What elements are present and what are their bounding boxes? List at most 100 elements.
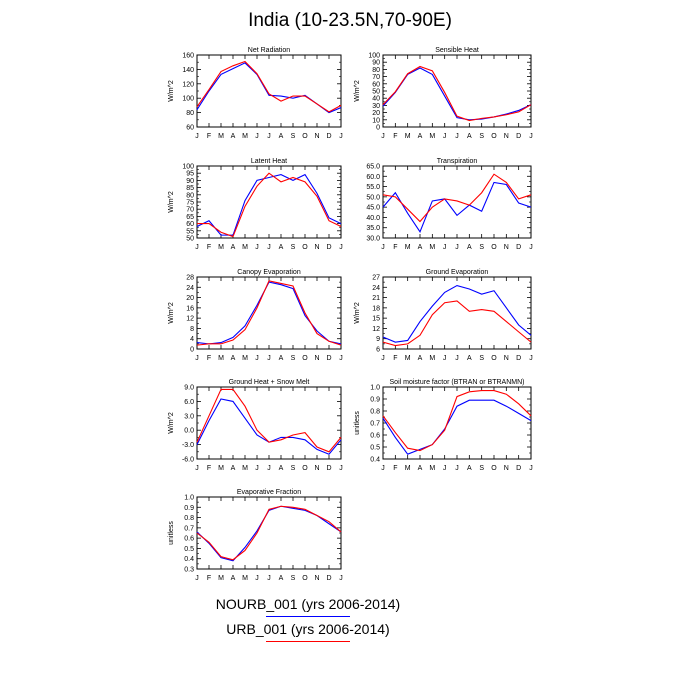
y-tick-label: 0.5 <box>370 445 380 452</box>
y-axis-label: W/m^2 <box>354 302 361 324</box>
series-line-nourb <box>196 173 342 236</box>
x-tick-label: O <box>491 465 497 472</box>
y-tick-label: 3.0 <box>184 413 194 420</box>
x-tick-label: S <box>291 133 296 140</box>
y-tick-label: 55 <box>186 228 194 235</box>
x-tick-label: M <box>218 244 224 251</box>
x-tick-label: A <box>279 133 284 140</box>
y-axis-label: unitless <box>168 521 175 545</box>
x-tick-label: F <box>207 575 211 582</box>
y-tick-label: 100 <box>182 164 194 171</box>
y-tick-label: 75 <box>186 200 194 207</box>
y-tick-label: 6 <box>376 347 380 354</box>
series-line-nourb <box>382 67 532 121</box>
x-tick-label: J <box>339 244 343 251</box>
x-tick-label: J <box>455 355 459 362</box>
x-tick-label: F <box>393 244 397 251</box>
y-axis-label: unitless <box>354 411 361 435</box>
y-tick-label: 40 <box>372 96 380 103</box>
x-tick-label: A <box>231 355 236 362</box>
x-tick-label: F <box>393 465 397 472</box>
x-tick-label: A <box>467 244 472 251</box>
y-tick-label: 70 <box>186 207 194 214</box>
x-tick-label: S <box>291 244 296 251</box>
y-tick-label: 60 <box>186 221 194 228</box>
series-line-urb <box>382 390 532 452</box>
y-tick-label: 50.0 <box>366 194 380 201</box>
panel-frame <box>382 165 532 239</box>
x-tick-label: M <box>405 355 411 362</box>
panel-title: Ground Heat + Snow Melt <box>229 379 310 386</box>
x-tick-label: A <box>231 465 236 472</box>
x-tick-label: A <box>418 355 423 362</box>
x-tick-label: M <box>242 575 248 582</box>
x-tick-label: O <box>302 575 308 582</box>
x-tick-label: A <box>279 465 284 472</box>
x-tick-label: J <box>195 244 199 251</box>
x-tick-label: J <box>195 575 199 582</box>
panel-frame <box>382 276 532 350</box>
x-tick-label: D <box>516 244 521 251</box>
x-tick-label: N <box>314 355 319 362</box>
x-tick-label: J <box>267 355 271 362</box>
legend-line-urb <box>266 641 350 642</box>
x-tick-label: N <box>504 133 509 140</box>
y-tick-label: 0.8 <box>184 515 194 522</box>
x-tick-label: D <box>326 355 331 362</box>
panel-title: Ground Evaporation <box>426 269 489 276</box>
x-tick-label: N <box>314 244 319 251</box>
x-tick-label: O <box>302 355 308 362</box>
series-line-nourb <box>382 284 532 343</box>
y-tick-label: 90 <box>186 178 194 185</box>
panel-title: Soil moisture factor (BTRAN or BTRANMN) <box>390 379 525 386</box>
x-tick-label: S <box>479 133 484 140</box>
x-tick-label: O <box>302 133 308 140</box>
y-tick-label: 70 <box>372 74 380 81</box>
y-tick-label: 0 <box>376 125 380 132</box>
y-tick-label: 30.0 <box>366 236 380 243</box>
series-line-urb <box>382 173 532 223</box>
x-tick-label: A <box>418 244 423 251</box>
y-tick-label: 80 <box>372 67 380 74</box>
y-tick-label: 28 <box>186 275 194 282</box>
series-line-urb <box>197 172 342 238</box>
y-tick-label: 0.4 <box>184 556 194 563</box>
x-tick-label: J <box>381 465 385 472</box>
x-tick-label: J <box>255 575 259 582</box>
x-tick-label: A <box>467 355 472 362</box>
x-tick-label: M <box>242 133 248 140</box>
x-tick-label: N <box>504 355 509 362</box>
x-tick-label: N <box>314 575 319 582</box>
y-tick-label: 100 <box>368 53 380 60</box>
x-tick-label: M <box>218 355 224 362</box>
x-tick-label: J <box>529 465 533 472</box>
panel-title: Net Radiation <box>248 47 291 54</box>
x-tick-label: M <box>218 575 224 582</box>
x-tick-label: M <box>218 465 224 472</box>
x-tick-label: M <box>242 244 248 251</box>
x-tick-label: J <box>255 244 259 251</box>
x-tick-label: J <box>455 133 459 140</box>
y-tick-label: 60 <box>372 81 380 88</box>
panel-3: Transpiration 30.0 35.0 40.0 45.0 50.0 55.0 60.… <box>366 158 532 251</box>
y-axis-label: W/m^2 <box>168 302 175 324</box>
x-tick-label: J <box>267 465 271 472</box>
x-tick-label: S <box>479 355 484 362</box>
y-tick-label: 18 <box>372 305 380 312</box>
y-axis-label: W/m^2 <box>168 191 175 213</box>
y-tick-label: 6.0 <box>184 399 194 406</box>
y-tick-label: 20 <box>186 295 194 302</box>
x-tick-label: O <box>302 244 308 251</box>
figure-title: India (10-23.5N,70-90E) <box>248 10 452 31</box>
y-tick-label: 0.4 <box>370 457 380 464</box>
series-line-urb <box>196 505 342 561</box>
x-tick-label: J <box>267 575 271 582</box>
x-tick-label: S <box>479 465 484 472</box>
x-tick-label: S <box>291 465 296 472</box>
y-tick-label: 9.0 <box>184 385 194 392</box>
x-tick-label: A <box>231 575 236 582</box>
y-tick-label: 160 <box>182 53 194 60</box>
y-tick-label: 95 <box>186 171 194 178</box>
